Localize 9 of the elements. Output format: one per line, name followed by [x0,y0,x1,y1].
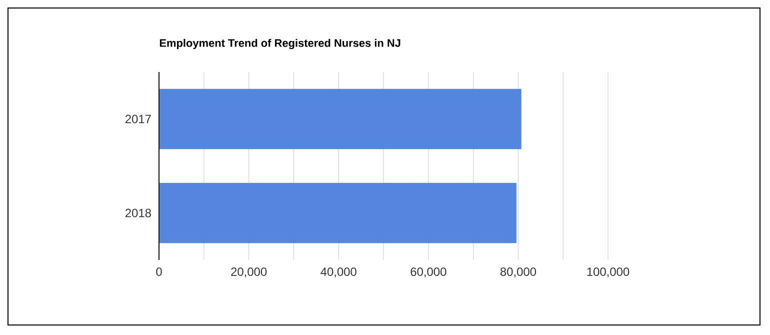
x-tick-label: 40,000 [320,268,356,278]
y-tick-label: 2018 [125,208,151,218]
x-tick-label: 100,000 [587,268,630,278]
x-tick-label: 20,000 [231,268,267,278]
x-tick-label: 0 [156,268,162,276]
x-tick-label: 60,000 [410,268,446,278]
chart-title: Employment Trend of Registered Nurses in NJ [160,38,400,50]
y-tick-label: 2017 [125,114,151,124]
x-tick-label: 80,000 [500,268,536,278]
